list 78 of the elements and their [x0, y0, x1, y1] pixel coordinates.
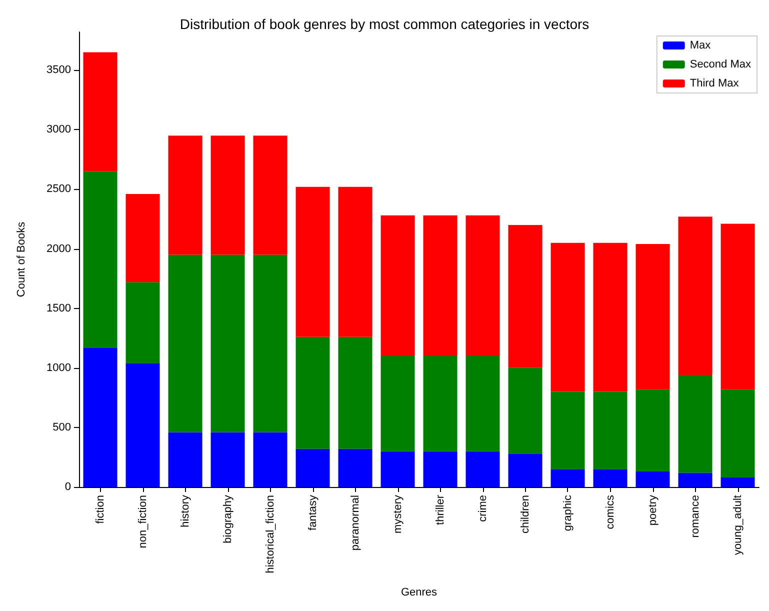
bar — [210, 136, 245, 255]
y-axis-title: Count of Books — [16, 221, 28, 298]
x-tick-label: comics — [604, 494, 616, 530]
legend-label: Max — [690, 40, 712, 52]
bar — [636, 244, 670, 390]
bar — [83, 171, 118, 348]
bar — [126, 194, 160, 282]
bar — [636, 389, 670, 472]
bar — [296, 186, 330, 337]
bar — [423, 451, 458, 487]
x-tick-label: thriller — [434, 494, 446, 525]
bar — [338, 336, 372, 449]
x-tick-label: fiction — [94, 495, 106, 524]
bar — [466, 356, 500, 452]
x-tick-label: children — [519, 495, 532, 534]
y-tick-label: 1000 — [46, 362, 71, 374]
bar — [253, 136, 288, 255]
bar — [338, 448, 372, 487]
legend-label: Third Max — [690, 78, 740, 90]
bar — [253, 432, 288, 487]
bar — [253, 254, 288, 432]
bar — [720, 477, 755, 487]
x-tick-label: non_fiction — [136, 495, 149, 548]
bar — [210, 432, 245, 487]
bar — [508, 368, 542, 454]
y-tick-label: 3500 — [46, 64, 71, 76]
bar — [423, 215, 458, 356]
bar — [83, 52, 118, 172]
bar — [168, 254, 202, 432]
x-tick-label: biography — [222, 494, 234, 544]
bar — [296, 448, 330, 487]
x-tick-label: fantasy — [306, 494, 319, 530]
bar — [466, 451, 500, 487]
y-tick-label: 3000 — [46, 124, 71, 136]
bar — [508, 224, 542, 368]
bar — [678, 472, 712, 487]
x-tick-label: romance — [689, 495, 702, 538]
x-tick-label: historical_fiction — [264, 495, 276, 574]
x-tick-label: poetry — [646, 494, 659, 526]
bar — [423, 356, 458, 452]
x-axis-title: Genres — [400, 586, 438, 598]
bar — [380, 356, 415, 452]
bar — [380, 215, 415, 356]
x-tick-label: graphic — [562, 494, 574, 532]
bar — [126, 282, 160, 364]
y-tick-label: 2500 — [46, 183, 71, 196]
bar — [593, 469, 628, 487]
x-tick-label: young_adult — [732, 495, 744, 555]
bar — [508, 454, 542, 487]
bar — [168, 432, 202, 487]
x-tick-label: mystery — [392, 494, 404, 534]
bar — [168, 136, 202, 255]
bar — [466, 215, 500, 356]
bar — [550, 469, 585, 487]
bar — [720, 224, 755, 390]
y-tick-label: 2000 — [46, 242, 71, 255]
bar — [636, 472, 670, 487]
bar — [678, 216, 712, 376]
legend-label: Second Max — [690, 58, 752, 70]
bar — [593, 392, 628, 470]
bar — [296, 336, 330, 449]
bar — [126, 363, 160, 487]
bar — [593, 242, 628, 392]
x-tick-label: crime — [476, 495, 489, 522]
chart-title: Distribution of book genres by most common categories in vectors — [180, 16, 590, 32]
bar — [83, 348, 118, 487]
bar — [550, 242, 585, 392]
y-tick-label: 1500 — [46, 302, 71, 314]
y-tick-label: 500 — [52, 421, 71, 434]
bar — [550, 392, 585, 470]
bar — [338, 186, 372, 337]
bar — [720, 389, 755, 478]
x-tick-label: history — [179, 494, 192, 528]
bar — [380, 451, 415, 487]
bar — [678, 375, 712, 473]
x-tick-label: paranormal — [349, 495, 362, 551]
y-tick-label: 0 — [64, 481, 71, 493]
bar — [210, 254, 245, 432]
